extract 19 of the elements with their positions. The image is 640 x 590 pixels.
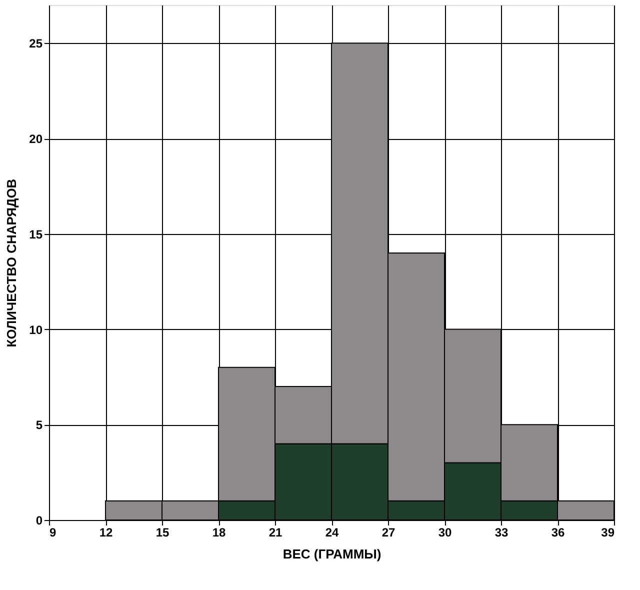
x-tick-label: 21 [268,526,282,540]
x-tick-label: 33 [494,526,508,540]
y-tick-label: 5 [36,418,43,432]
x-tick-label: 36 [551,526,565,540]
x-tick-label: 27 [382,526,396,540]
y-tick-label: 20 [29,132,43,146]
x-tick-label: 39 [601,526,615,540]
y-tick-label: 0 [36,514,43,528]
y-tick-label: 10 [29,322,43,337]
x-tick-label: 12 [99,526,113,540]
y-tick-label: 15 [29,227,43,242]
x-tick-label: 18 [212,526,226,540]
x-axis-title: ВЕС (ГРАММЫ) [282,546,382,562]
x-tick-label: 15 [156,526,170,540]
x-tick-label: 24 [325,526,339,540]
y-axis-title: КОЛИЧЕСТВО СНАРЯДОВ [4,178,20,348]
y-tick-label: 25 [29,36,43,51]
x-tick-label: 30 [438,526,452,540]
x-tick-label: 9 [50,526,56,540]
